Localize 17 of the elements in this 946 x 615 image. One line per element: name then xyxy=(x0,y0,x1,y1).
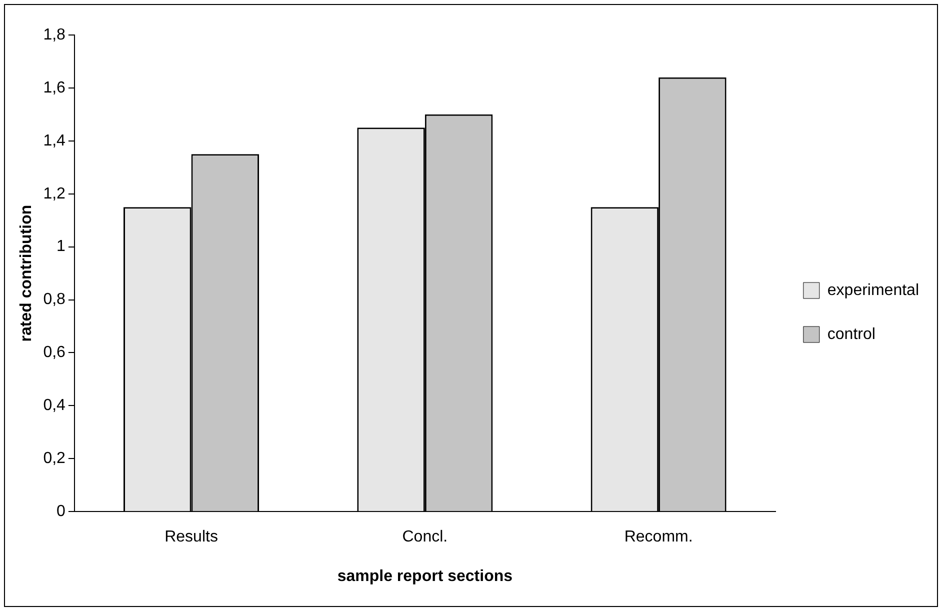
legend-label: experimental xyxy=(827,282,920,299)
y-tick-label: 1,2 xyxy=(43,185,66,202)
y-tick-label: 0,8 xyxy=(43,291,66,308)
x-tick-label: Concl. xyxy=(402,528,448,546)
x-tick-label: Results xyxy=(164,528,218,546)
x-tick-label: Recomm. xyxy=(624,528,693,546)
y-tick-label: 1 xyxy=(56,238,66,256)
y-axis-title: rated contribution xyxy=(18,204,36,342)
legend-label: control xyxy=(827,326,876,343)
y-tick-label: 0,4 xyxy=(43,397,66,414)
y-tick-label: 1,6 xyxy=(43,79,66,96)
y-tick-label: 1,4 xyxy=(43,132,66,150)
x-axis-title: sample report sections xyxy=(337,568,513,585)
y-tick-label: 0,2 xyxy=(43,450,66,468)
y-tick-label: 1,8 xyxy=(43,26,66,44)
y-tick-label: 0 xyxy=(56,503,66,520)
y-tick-label: 0,6 xyxy=(43,344,66,362)
